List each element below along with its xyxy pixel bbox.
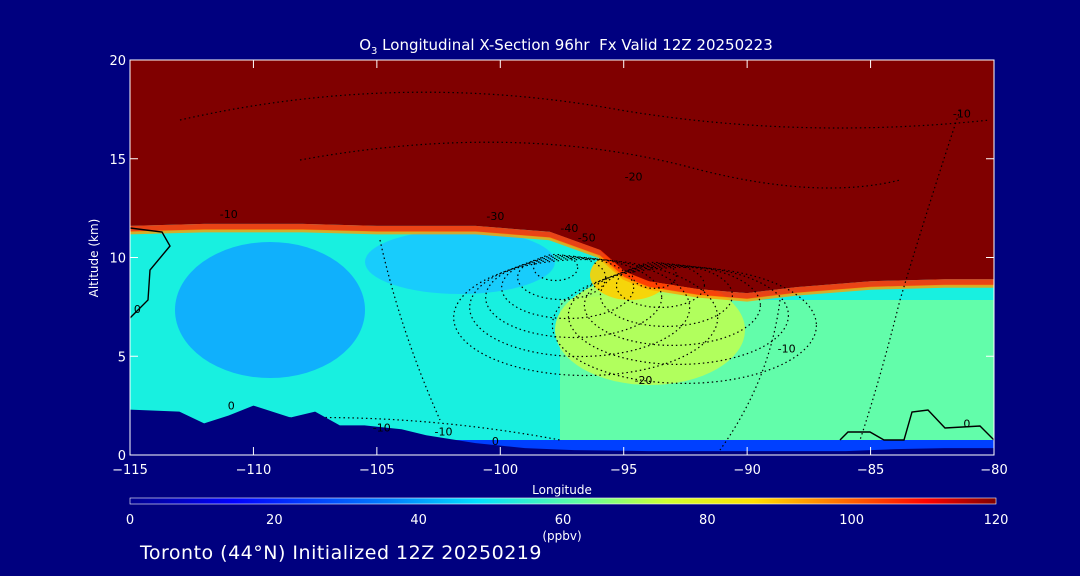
tropopause-inner-edge <box>130 229 994 302</box>
contour-label-4: -40 <box>560 222 578 235</box>
colorbar-tick-label-5: 100 <box>839 513 864 528</box>
tropopause-gradient-edge <box>130 223 994 300</box>
dotted-contour-0-1 <box>533 253 579 282</box>
dotted-contour-mid-a <box>379 239 441 421</box>
zero-contour-east <box>839 409 994 441</box>
contour-label-12: -10 <box>435 425 453 438</box>
zero-contour-west <box>130 227 171 319</box>
x-tick-label-6: −85 <box>857 463 884 478</box>
colorbar-tick-label-3: 60 <box>555 513 572 528</box>
contour-label-6: -20 <box>634 374 652 387</box>
y-tick-label-3: 15 <box>109 153 126 168</box>
low-ozone-region <box>175 242 365 378</box>
y-axis-label: Altitude (km) <box>87 219 101 298</box>
dotted-contour-1-5 <box>567 265 790 365</box>
y-tick-label-0: 0 <box>118 449 126 464</box>
contour-label-3: -30 <box>486 210 504 223</box>
dotted-contour-east <box>859 109 961 441</box>
footer-caption: Toronto (44°N) Initialized 12Z 20250219 <box>140 542 542 564</box>
dotted-contour-0-6 <box>453 258 719 377</box>
contour-label-8: 0 <box>228 400 235 413</box>
contour-label-2: -20 <box>625 170 643 183</box>
contour-label-11: -10 <box>373 421 391 434</box>
x-tick-label-1: −110 <box>236 463 272 478</box>
x-tick-label-2: −105 <box>359 463 395 478</box>
colorbar-tick-label-6: 120 <box>984 513 1009 528</box>
contour-label-1: -10 <box>953 107 971 120</box>
upper-trop-blue-region <box>365 230 555 294</box>
y-tick-label-2: 10 <box>109 252 126 267</box>
dotted-contour-1-3 <box>599 263 734 327</box>
contour-label-group: -10 -10 -20 -30 -40-50 -20 -10 0 0 0 -10 -10 0 <box>134 107 971 448</box>
dotted-contour-0-2 <box>517 254 607 301</box>
dotted-contour-0-4 <box>485 256 663 339</box>
colorbar-units: (ppbv) <box>542 529 581 543</box>
contour-label-0: -10 <box>220 208 238 221</box>
dotted-contour-1-2 <box>615 262 706 308</box>
x-axis-label: Longitude <box>532 483 592 497</box>
dotted-contour-mid-b <box>719 299 781 451</box>
y-axis-ticks: 0 5 10 15 20 <box>109 54 994 464</box>
plot-area: -10 -10 -20 -30 -40-50 -20 -10 0 0 0 -10 -10 0 <box>130 60 994 455</box>
chart-title: O3 Longitudinal X-Section 96hr Fx Valid … <box>359 36 773 57</box>
x-tick-label-4: −95 <box>610 463 637 478</box>
colorbar <box>129 497 997 505</box>
x-axis-ticks: −115 −110 −105 −100 −95 −90 −85 −80 <box>112 60 1008 478</box>
dotted-contour-0-3 <box>501 255 635 320</box>
x-tick-label-3: −100 <box>482 463 518 478</box>
x-tick-label-5: −90 <box>733 463 760 478</box>
x-tick-label-7: −80 <box>980 463 1007 478</box>
colorbar-tick-label-4: 80 <box>699 513 716 528</box>
contour-label-7: -10 <box>778 342 796 355</box>
terrain-mask <box>130 405 994 455</box>
dotted-contour-upper-a <box>179 91 991 129</box>
dotted-contour-1-1 <box>631 261 678 289</box>
contour-label-9: 0 <box>134 303 141 316</box>
dotted-contour-1-4 <box>583 264 762 346</box>
y-tick-label-1: 5 <box>118 350 126 365</box>
colorbar-tick-label-1: 20 <box>266 513 283 528</box>
dotted-contour-0-5 <box>469 257 691 358</box>
colorbar-ticks: 0 20 40 60 80 100 120 <box>126 513 1009 528</box>
dotted-contour-1-6 <box>551 266 818 384</box>
x-tick-label-0: −115 <box>112 463 148 478</box>
contour-label-13: 0 <box>492 435 499 448</box>
contour-label-5: -50 <box>578 232 596 245</box>
stratosphere-region <box>130 60 994 294</box>
contour-label-10: 0 <box>963 417 970 430</box>
colorbar-tick-label-0: 0 <box>126 513 134 528</box>
colorbar-tick-label-2: 40 <box>410 513 427 528</box>
y-tick-label-4: 20 <box>109 54 126 69</box>
